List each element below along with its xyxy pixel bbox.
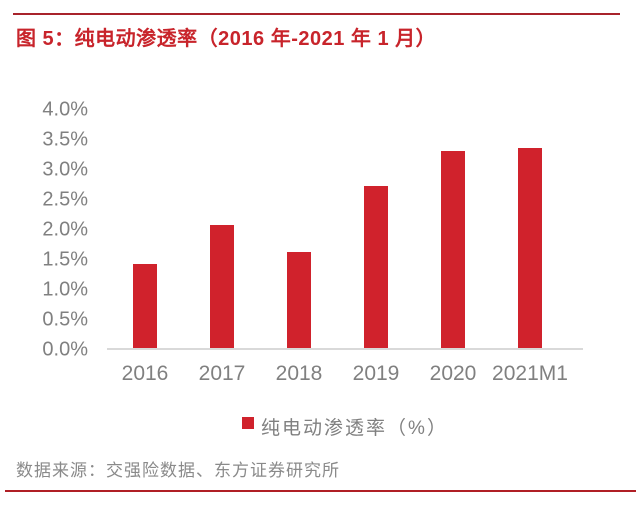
bottom-divider-rule <box>5 490 636 492</box>
legend-label: 纯电动渗透率（%） <box>261 418 448 439</box>
figure-title: 图 5：纯电动渗透率（2016 年-2021 年 1 月） <box>16 28 437 50</box>
x-axis-label-2020: 2020 <box>429 362 477 385</box>
x-axis-label-2018: 2018 <box>275 362 323 385</box>
data-source-note: 数据来源：交强险数据、东方证券研究所 <box>16 461 340 480</box>
y-axis-tick-label: 1.5% <box>42 248 88 271</box>
bar-2021M1 <box>518 148 542 348</box>
top-divider-rule <box>13 13 620 15</box>
chart-legend: 纯电动渗透率（%） <box>107 413 583 440</box>
bar-chart-plot-area: 2016 2017 2018 2019 2020 2021M1 <box>107 110 583 385</box>
y-axis-tick-label: 0.0% <box>42 338 88 361</box>
legend-marker-square <box>242 417 255 429</box>
y-axis-tick-label: 2.5% <box>42 188 88 211</box>
y-axis-tick-label: 1.0% <box>42 278 88 301</box>
bar-2020 <box>441 151 465 348</box>
bar-2019 <box>364 186 388 348</box>
x-axis-label-2021M1: 2021M1 <box>492 362 568 385</box>
y-axis-tick-label: 3.0% <box>42 158 88 181</box>
y-axis-tick-label: 3.5% <box>42 128 88 151</box>
x-axis-label-2019: 2019 <box>352 362 400 385</box>
y-axis: 4.0% 3.5% 3.0% 2.5% 2.0% 1.5% 1.0% 0.5% 0.0% <box>0 99 88 361</box>
x-axis-label-2017: 2017 <box>198 362 246 385</box>
y-axis-tick-label: 4.0% <box>42 98 88 121</box>
bar-2018 <box>287 252 311 348</box>
bar-2017 <box>210 225 234 348</box>
x-axis-label-2016: 2016 <box>121 362 169 385</box>
y-axis-tick-label: 2.0% <box>42 218 88 241</box>
bar-2016 <box>133 264 157 348</box>
y-axis-tick-label: 0.5% <box>42 308 88 331</box>
